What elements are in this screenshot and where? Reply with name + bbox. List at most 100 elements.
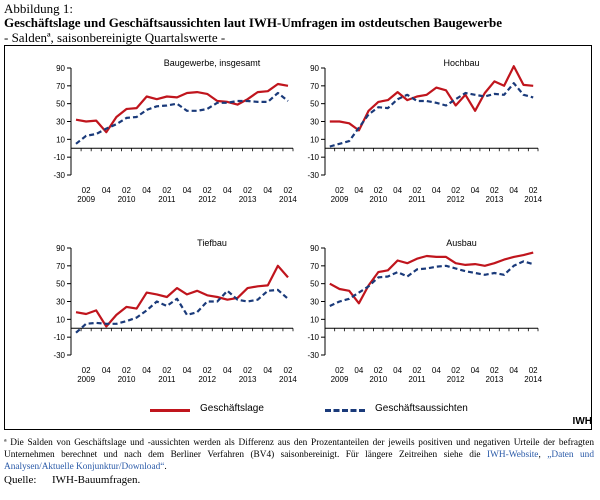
y-tick-label: 70 <box>310 82 319 91</box>
x-tick-label: 04 <box>432 186 441 195</box>
y-tick-label: -10 <box>307 153 319 162</box>
y-tick-label: -10 <box>307 333 319 342</box>
x-tick-label: 02 <box>284 366 293 375</box>
chart-title: Hochbau <box>443 58 479 68</box>
x-tick-label: 04 <box>393 186 402 195</box>
y-tick-label: 30 <box>56 298 65 307</box>
figure-label: Abbildung 1: <box>4 1 73 16</box>
series-line-geschaeftslage <box>75 82 289 134</box>
x-tick-year-label: 2013 <box>239 375 257 384</box>
y-tick-label: 50 <box>56 100 65 109</box>
series-line-geschaeftslage <box>75 264 289 328</box>
chart-title: Baugewerbe, insgesamt <box>164 58 261 68</box>
x-tick-label: 04 <box>223 366 232 375</box>
y-tick-label: 50 <box>310 280 319 289</box>
x-tick-year-label: 2011 <box>158 195 176 204</box>
y-tick-label: 90 <box>310 64 319 73</box>
x-tick-year-label: 2010 <box>369 195 387 204</box>
y-tick-label: 30 <box>310 118 319 127</box>
x-tick-label: 04 <box>354 366 363 375</box>
y-tick-label: -30 <box>307 351 319 360</box>
x-tick-label: 02 <box>162 186 171 195</box>
x-tick-year-label: 2014 <box>524 375 542 384</box>
legend-label-geschaeftsaussichten: Geschäftsaussichten <box>375 403 468 414</box>
legend-swatch-geschaeftslage <box>150 409 190 412</box>
x-tick-label: 02 <box>203 186 212 195</box>
x-tick-year-label: 2010 <box>118 375 136 384</box>
y-tick-label: 10 <box>56 135 65 144</box>
x-tick-year-label: 2011 <box>408 375 426 384</box>
x-tick-label: 02 <box>490 366 499 375</box>
x-tick-label: 04 <box>102 366 111 375</box>
x-tick-year-label: 2011 <box>408 195 426 204</box>
y-tick-label: -30 <box>307 171 319 180</box>
y-tick-label: 10 <box>56 315 65 324</box>
y-tick-label: -10 <box>53 153 65 162</box>
x-tick-year-label: 2014 <box>524 195 542 204</box>
x-tick-label: 04 <box>354 186 363 195</box>
x-tick-year-label: 2013 <box>486 375 504 384</box>
series-line-geschaeftsaussichten <box>75 91 289 145</box>
y-tick-label: 90 <box>56 64 65 73</box>
y-tick-label: -30 <box>53 351 65 360</box>
y-tick-label: 10 <box>310 135 319 144</box>
y-tick-label: 90 <box>310 244 319 253</box>
x-tick-year-label: 2009 <box>331 375 349 384</box>
x-tick-label: 02 <box>451 366 460 375</box>
iwh-website-link[interactable]: IWH-Website <box>487 450 539 460</box>
x-tick-label: 04 <box>471 186 480 195</box>
x-tick-label: 02 <box>284 186 293 195</box>
x-tick-label: 02 <box>413 366 422 375</box>
x-tick-label: 04 <box>471 366 480 375</box>
x-tick-label: 04 <box>183 366 192 375</box>
x-tick-label: 04 <box>509 186 518 195</box>
x-tick-label: 02 <box>451 186 460 195</box>
iwh-brand-label: IWH <box>572 416 592 427</box>
x-tick-year-label: 2013 <box>239 195 257 204</box>
x-tick-label: 04 <box>263 366 272 375</box>
source-text: IWH-Bauumfragen. <box>52 474 141 486</box>
x-tick-year-label: 2010 <box>369 375 387 384</box>
x-tick-label: 02 <box>490 186 499 195</box>
x-tick-year-label: 2012 <box>447 375 465 384</box>
x-tick-label: 04 <box>393 366 402 375</box>
x-tick-year-label: 2012 <box>198 195 216 204</box>
x-tick-label: 02 <box>203 366 212 375</box>
legend-swatch-geschaeftsaussichten <box>325 409 365 412</box>
y-tick-label: 50 <box>310 100 319 109</box>
x-tick-label: 02 <box>122 186 131 195</box>
x-tick-year-label: 2014 <box>279 375 297 384</box>
y-tick-label: -30 <box>53 171 65 180</box>
x-tick-label: 04 <box>102 186 111 195</box>
x-tick-label: 04 <box>142 186 151 195</box>
x-tick-label: 04 <box>223 186 232 195</box>
y-tick-label: 30 <box>56 118 65 127</box>
y-tick-label: 50 <box>56 280 65 289</box>
y-tick-label: 70 <box>56 262 65 271</box>
x-tick-year-label: 2009 <box>77 195 95 204</box>
x-tick-year-label: 2012 <box>447 195 465 204</box>
x-tick-label: 02 <box>335 186 344 195</box>
x-tick-label: 02 <box>529 366 538 375</box>
x-tick-label: 04 <box>509 366 518 375</box>
series-line-geschaeftslage <box>329 65 534 132</box>
x-tick-label: 02 <box>529 186 538 195</box>
series-line-geschaeftslage <box>329 251 534 305</box>
x-tick-year-label: 2014 <box>279 195 297 204</box>
y-tick-label: 30 <box>310 298 319 307</box>
x-tick-label: 02 <box>413 186 422 195</box>
source-line: Quelle: IWH-Bauumfragen. <box>4 474 140 486</box>
figure-frame <box>4 45 592 430</box>
footnote-separator: , <box>538 450 548 460</box>
download-path-link[interactable]: „Daten und Analysen/Aktuelle Konjunktur/… <box>4 450 594 472</box>
footnote: ª Die Salden von Geschäftslage und -auss… <box>4 437 594 473</box>
x-tick-label: 04 <box>432 366 441 375</box>
x-tick-label: 02 <box>82 366 91 375</box>
footnote-end: . <box>164 462 167 472</box>
y-tick-label: 10 <box>310 315 319 324</box>
x-tick-label: 02 <box>162 366 171 375</box>
